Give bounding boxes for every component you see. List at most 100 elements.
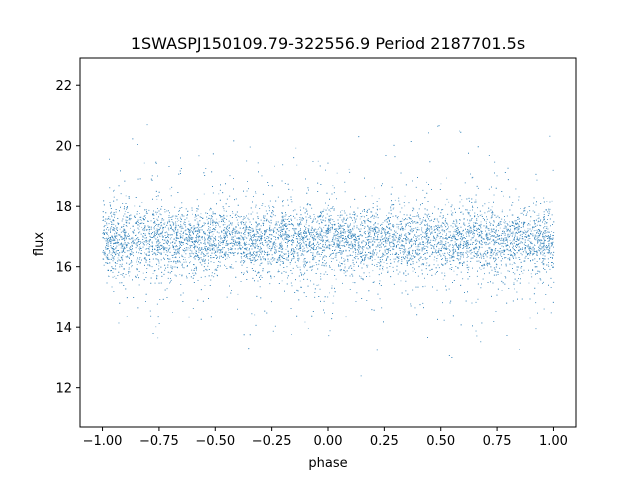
data-point <box>404 195 406 197</box>
data-point <box>274 165 275 167</box>
data-point <box>232 238 233 240</box>
data-point <box>303 258 305 259</box>
data-point <box>224 222 226 223</box>
data-point <box>379 240 381 242</box>
data-point <box>163 239 165 241</box>
data-point <box>200 213 202 215</box>
data-point <box>369 275 371 277</box>
data-point <box>448 231 450 233</box>
data-point <box>316 254 318 256</box>
data-point <box>128 275 130 277</box>
data-point <box>238 237 239 239</box>
data-point <box>315 238 317 240</box>
data-point <box>386 237 388 239</box>
data-point <box>354 250 356 251</box>
data-point <box>106 224 108 226</box>
data-point <box>386 242 388 244</box>
data-point <box>184 257 186 258</box>
data-point <box>381 243 383 245</box>
data-point <box>419 219 421 221</box>
data-point <box>341 258 342 259</box>
data-point <box>519 349 520 350</box>
data-point <box>509 221 510 223</box>
data-point <box>431 231 433 233</box>
data-point <box>442 245 444 247</box>
data-point <box>156 213 157 215</box>
data-point <box>243 242 245 244</box>
data-point <box>331 285 333 287</box>
data-point <box>316 229 318 231</box>
data-point <box>299 219 300 220</box>
data-point <box>344 263 346 265</box>
data-point <box>350 243 352 245</box>
data-point <box>425 265 427 267</box>
data-point <box>177 248 179 250</box>
data-point <box>245 241 247 243</box>
data-point <box>342 237 344 238</box>
data-point <box>352 282 354 283</box>
data-point <box>169 246 171 248</box>
data-point <box>484 220 485 221</box>
data-point <box>501 239 502 241</box>
data-point <box>273 230 275 232</box>
data-point <box>271 213 273 215</box>
data-point <box>483 267 485 269</box>
data-point <box>216 274 218 276</box>
data-point <box>438 235 439 237</box>
data-point <box>467 243 469 244</box>
data-point <box>317 237 319 239</box>
data-point <box>238 248 240 249</box>
data-point <box>478 234 480 236</box>
data-point <box>454 224 456 226</box>
data-point <box>348 255 350 257</box>
data-point <box>190 245 192 246</box>
data-point <box>437 233 439 235</box>
data-point <box>442 222 444 223</box>
data-point <box>476 230 478 232</box>
data-point <box>399 238 401 240</box>
data-point <box>436 245 438 247</box>
data-point <box>225 252 227 253</box>
data-point <box>138 248 140 249</box>
data-point <box>225 238 226 240</box>
data-point <box>480 269 482 270</box>
data-point <box>218 221 220 223</box>
data-point <box>141 202 143 203</box>
data-point <box>535 239 537 241</box>
data-point <box>469 209 471 211</box>
data-point <box>419 242 421 243</box>
data-point <box>263 223 264 225</box>
data-point <box>503 233 505 235</box>
data-point <box>491 241 493 242</box>
data-point <box>245 247 246 249</box>
data-point <box>485 220 487 222</box>
data-point <box>299 246 301 247</box>
data-point <box>463 241 464 243</box>
data-point <box>345 316 347 318</box>
data-points <box>102 124 555 377</box>
data-point <box>119 228 121 230</box>
data-point <box>412 270 414 272</box>
data-point <box>501 290 503 291</box>
data-point <box>542 236 544 238</box>
data-point <box>538 215 540 216</box>
data-point <box>543 242 545 244</box>
data-point <box>143 162 145 164</box>
data-point <box>317 235 319 237</box>
data-point <box>529 240 530 242</box>
data-point <box>368 243 370 245</box>
data-point <box>121 266 123 268</box>
data-point <box>114 189 115 191</box>
data-point <box>353 227 355 229</box>
data-point <box>157 337 159 339</box>
data-point <box>168 221 170 222</box>
data-point <box>167 232 168 234</box>
data-point <box>549 249 551 251</box>
data-point <box>303 230 305 231</box>
data-point <box>465 232 467 234</box>
data-point <box>130 250 132 252</box>
data-point <box>194 216 196 218</box>
data-point <box>319 231 321 233</box>
data-point <box>400 280 402 282</box>
data-point <box>212 241 214 243</box>
